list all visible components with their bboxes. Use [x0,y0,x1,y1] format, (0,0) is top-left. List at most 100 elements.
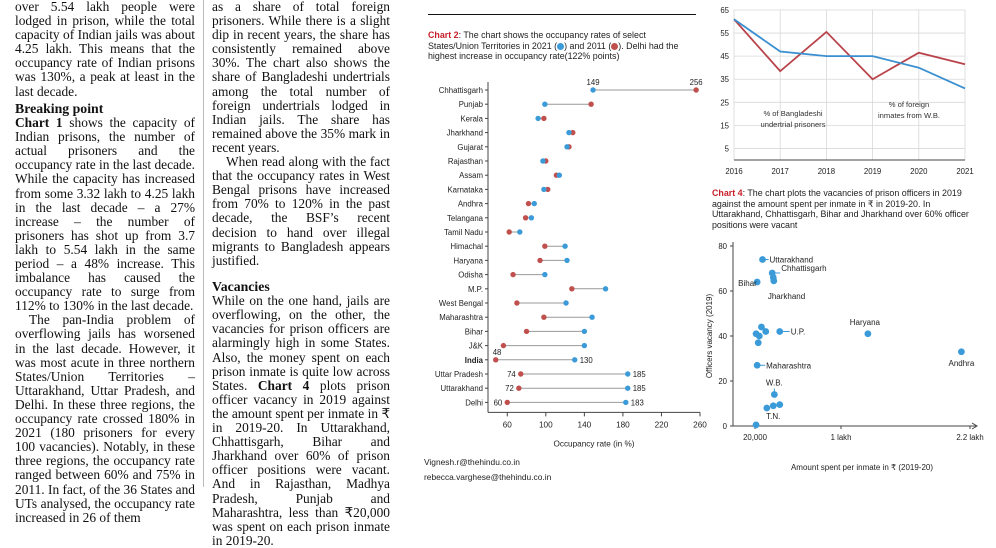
chart4-point [753,278,761,286]
chart2-state-label: Telangana [447,214,484,223]
chart2-value-label: 149 [587,78,600,87]
chart-ref: Chart 4 [257,377,310,393]
chart2-point-2021 [556,172,563,178]
chart4-y-tick-label: 80 [718,242,727,251]
article-column-2: as a share of total foreign prisoners. W… [212,0,390,548]
chart4-point [754,339,762,347]
chart2-state-label: Himachal [451,242,484,251]
chart2-x-tick-label: 180 [616,420,630,429]
paragraph-text: plots prison officer vacancy in 2019 aga… [212,377,390,548]
chart2-state-label: Haryana [454,256,484,265]
legend-2011-dot [611,42,619,50]
chart2-point-2021 [602,286,609,292]
chart2-point-2021 [563,300,569,306]
chart4-point [752,421,760,429]
chart2-point-2011 [504,399,510,406]
chart2-point-2011 [570,129,576,136]
chart2-point-2011 [569,286,575,292]
chart2-point-2011 [542,243,548,249]
chart2-value-label: 183 [631,398,644,407]
paragraph-text: While on the one hand, jails are overflo… [212,293,390,393]
legend-2021-dot [557,42,565,50]
chart4-point [770,277,778,285]
chart2-x-axis-label: Occupancy rate (in %) [554,439,635,448]
chart4-point-label: T.N. [766,412,780,421]
chart2-point-2011 [693,87,699,93]
chart2-point-2011 [541,314,547,320]
chart2-x-tick-label: 220 [655,420,669,429]
chart4-point [776,328,784,335]
chart2-state-label: Chhattisgarh [439,86,483,95]
chart2-point-2021 [581,328,588,335]
chart4-point [770,391,778,398]
chart2-point-2021 [625,371,631,377]
chart2-value-label: 130 [580,356,594,365]
chart2-state-label: Punjab [459,100,484,109]
chart2-state-label: Maharashtra [439,313,483,322]
chart2-point-2011 [537,257,543,264]
chart2-point-2021 [590,87,596,93]
chart3-y-tick-label: 35 [720,75,729,84]
chart2-value-label: 185 [633,370,647,379]
chart2-state-label: Andhra [458,200,484,209]
chart2-state-label: Uttar Pradesh [435,370,483,379]
paragraph: When read along with the fact that the o… [212,154,390,268]
chart2-state-label: Uttarakhand [441,384,483,393]
paragraph: as a share of total foreign prisoners. W… [212,0,390,155]
chart2-state-label: Karnataka [447,185,483,194]
paragraph: over 5.54 lakh people were lodged in pri… [15,0,195,99]
chart3-x-tick-label: 2017 [772,167,789,176]
chart2-state-label: Bihar [465,327,484,336]
chart2-caption-label: Chart 2 [428,30,459,40]
chart2-point-2021 [564,257,570,264]
chart2-value-label: 60 [494,398,503,407]
chart4-y-tick-label: 20 [718,377,727,386]
chart4-point-label: Jharkhand [768,292,805,301]
chart4-x-tick-label: 2.2 lakh [956,433,983,442]
chart3-x-tick-label: 2018 [818,167,835,176]
chart2-state-label: Jharkhand [447,129,483,138]
chart2-point-2011 [518,371,524,377]
chart4-point-label: Andhra [949,359,975,368]
credits: Vignesh.r@thehindu.co.in rebecca.varghes… [424,455,551,485]
chart3-y-tick-label: 25 [720,98,729,107]
chart2-state-label: Kerala [460,114,483,123]
chart2-point-2011 [516,385,522,391]
chart2-value-label: 74 [507,370,516,379]
chart2-point-2021 [528,215,535,221]
chart2-point-2011 [523,328,530,335]
chart4-point [759,256,766,263]
chart4-point [864,330,872,338]
chart2-state-label: M.P. [468,285,483,294]
chart4-point-label: Uttarakhand [770,256,814,265]
chart2-state-label: West Bengal [439,299,483,308]
chart2-point-2021 [542,271,548,278]
chart3-series-label-line: % of foreign [889,100,930,109]
chart3-y-tick-label: 65 [720,6,729,15]
chart3-y-tick-label: 45 [720,52,729,61]
chart2-point-2021 [566,129,572,136]
chart-ref: Chart 1 [15,115,63,131]
chart3-y-tick-label: 15 [720,121,729,130]
paragraph-text: shows the capacity of Indian prisons, th… [15,115,195,314]
chart2-x-tick-label: 140 [578,420,592,429]
paragraph: The pan-India problem of overflowing jai… [15,312,195,525]
chart2-state-label: Rajasthan [448,157,483,166]
chart3-y-tick-label: 55 [720,29,729,38]
chart2-point-2021 [572,357,578,363]
chart2-point-2011 [514,300,520,306]
chart2-point-2021 [535,115,541,122]
chart2-top-rule [428,14,696,15]
section-heading: Breaking point [15,100,104,116]
chart4-point [776,401,784,409]
section-heading: Vacancies [212,278,270,294]
chart2-state-label: India [465,356,484,365]
chart2-value-label: 48 [493,348,502,357]
article-column-1: over 5.54 lakh people were lodged in pri… [15,0,195,525]
chart2-point-2021 [589,314,595,320]
chart4-caption-label: Chart 4 [712,188,743,198]
chart2-value-label: 256 [690,78,703,87]
chart2-state-label: Delhi [465,398,483,407]
chart4-y-tick-label: 60 [718,287,727,296]
chart2-point-2021 [542,101,548,107]
